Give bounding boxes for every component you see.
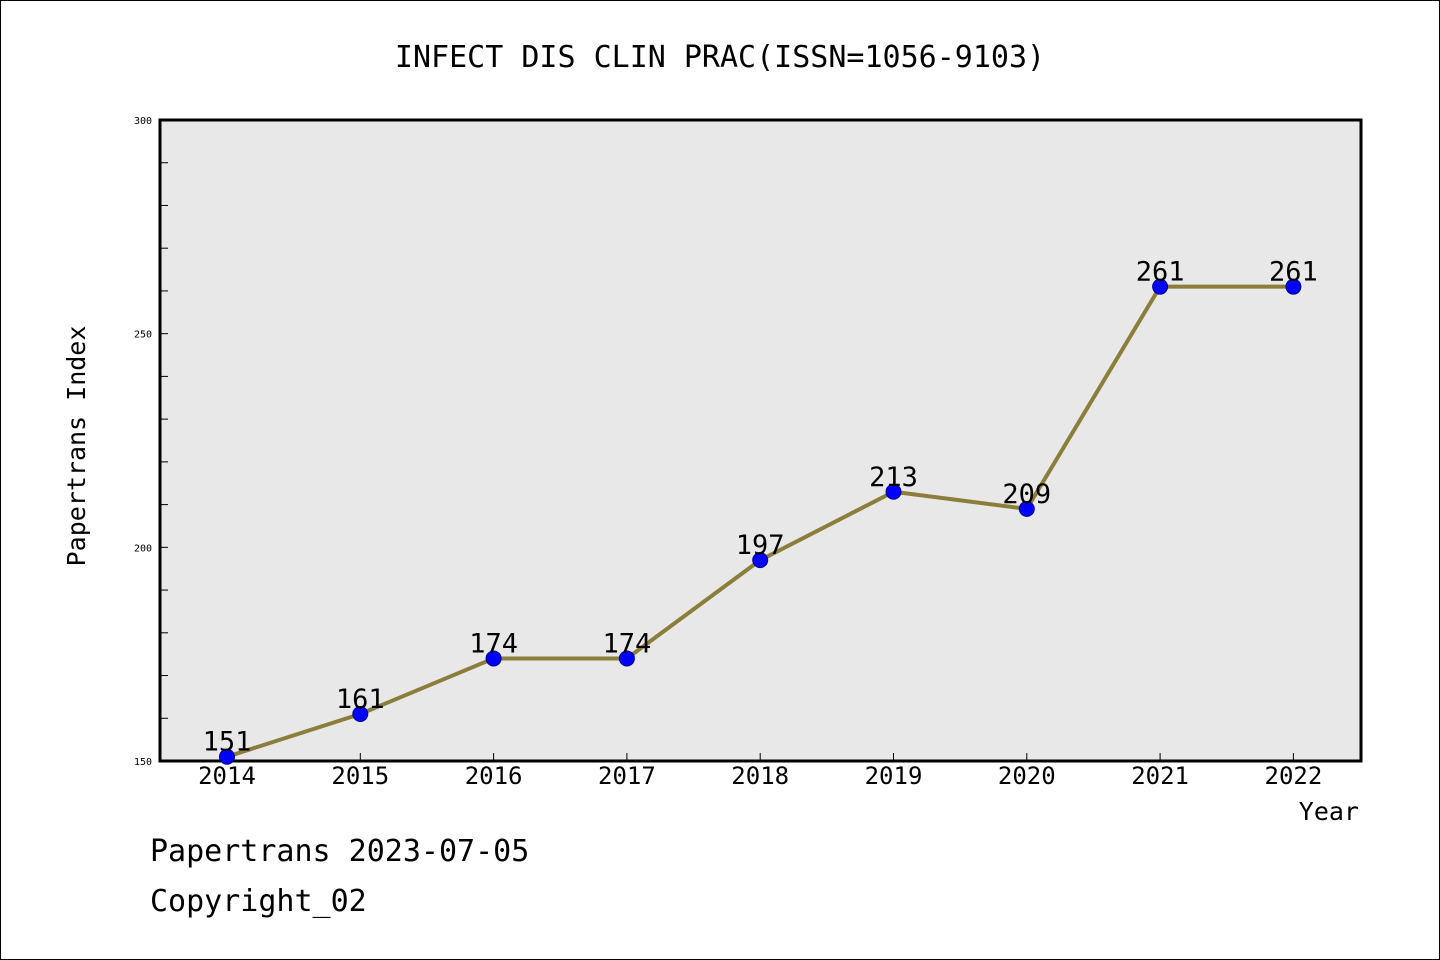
data-label: 174 [603,628,652,659]
data-labels: 151 161 174 174 197 213 209 261 261 [203,257,1318,758]
data-point [1018,500,1035,517]
data-label: 213 [869,462,918,493]
plot-area [158,118,1363,763]
data-point [1285,278,1302,295]
x-tick-label: 2016 [465,762,523,790]
data-label: 261 [1269,257,1318,288]
data-label: 174 [469,628,518,659]
data-label: 151 [203,727,252,758]
y-tick-label: 200 [134,543,152,554]
x-axis-ticks: 2014 2015 2016 2017 2018 2019 2020 2021 2022 [198,753,1322,790]
y-axis-label: Papertrans Index [62,326,91,567]
data-point [885,483,902,500]
x-axis-label: Year [1299,797,1359,826]
data-point [752,552,769,569]
x-tick-label: 2019 [865,762,923,790]
data-label: 161 [336,684,385,715]
data-point [618,650,635,667]
data-point [352,705,369,722]
footer-date-text: Papertrans 2023-07-05 [150,834,530,869]
x-tick-label: 2021 [1131,762,1189,790]
x-tick-label: 2017 [598,762,656,790]
data-point [219,748,235,765]
x-tick-label: 2022 [1265,762,1323,790]
y-tick-label: 150 [134,757,152,768]
x-tick-label: 2018 [731,762,789,790]
y-tick-label: 250 [134,330,152,341]
chart-title: INFECT DIS CLIN PRAC(ISSN=1056-9103) [395,40,1045,75]
data-point [1152,278,1169,295]
y-tick-label: 300 [134,116,152,127]
x-tick-label: 2014 [198,762,256,790]
data-point [485,650,502,667]
data-label: 209 [1002,479,1051,510]
data-markers [219,278,1302,765]
x-tick-label: 2015 [331,762,389,790]
footer-copyright-text: Copyright_02 [150,884,367,919]
data-label: 197 [736,530,785,561]
y-axis-ticks: 150 200 250 300 [134,116,168,768]
data-label: 261 [1136,257,1185,288]
x-tick-label: 2020 [998,762,1056,790]
